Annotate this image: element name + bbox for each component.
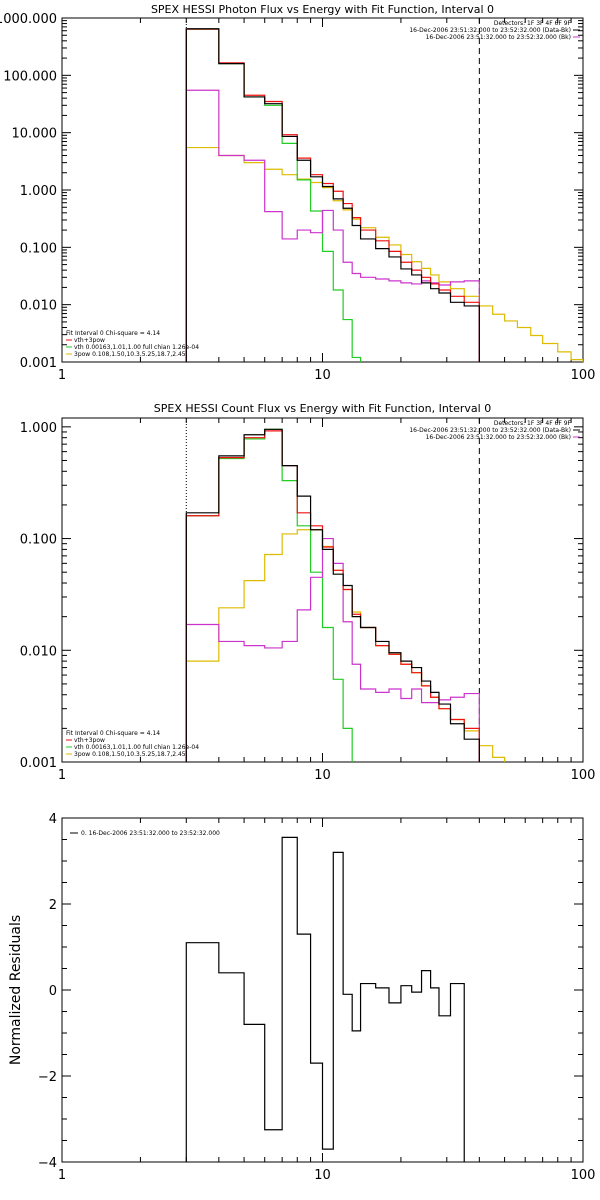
x-tick-label: 1: [58, 368, 66, 383]
series-line-vth: [185, 428, 353, 762]
legend-top-left-text: 0. 16-Dec-2006 23:51:32.000 to 23:52:32.…: [81, 830, 220, 837]
legend-bottom-left-text: Fit Interval 0 Chi-square = 4.14: [66, 330, 160, 337]
legend-bottom-left-text: 3pow 0.108,1.50,10.3,5.25,18.7,2.45: [74, 751, 186, 758]
chart-title: SPEX HESSI Count Flux vs Energy with Fit…: [154, 402, 491, 415]
y-tick-label: −4: [38, 1156, 57, 1171]
y-tick-label: 1.000: [20, 184, 57, 199]
x-tick-label: 10: [314, 1168, 331, 1183]
legend-top-right-text: Detectors: 1F 3F 4F 6F 9F: [494, 20, 572, 27]
series-line-data-minus-background: [185, 428, 480, 762]
legend-top-right-text: 16-Dec-2006 23:51:32.000 to 23:52:32.000…: [409, 27, 571, 34]
series-line-background: [185, 89, 480, 362]
series-line-vth: [185, 28, 362, 362]
y-tick-label: 1000.000: [0, 12, 57, 27]
y-tick-label: 1.000: [20, 421, 57, 436]
x-tick-label: 1: [58, 768, 66, 783]
legend-top-right-text: 16-Dec-2006 23:51:32.000 to 23:52:32.000…: [409, 427, 571, 434]
legend-bottom-left-text: 3pow 0.108,1.50,10.3,5.25,18.7,2.45: [74, 351, 186, 358]
series-line-data-minus-background: [185, 836, 465, 1162]
y-tick-label: 0.100: [20, 241, 57, 256]
y-tick-label: 100.000: [3, 69, 57, 84]
y-tick-label: 2: [49, 898, 57, 913]
legend-top-right-text: 16-Dec-2006 23:51:32.000 to 23:52:32.000…: [426, 34, 571, 41]
y-tick-label: 0.001: [20, 756, 57, 771]
y-tick-label: 0.001: [20, 356, 57, 371]
x-tick-label: 1: [58, 1168, 66, 1183]
legend-bottom-left-text: Fit Interval 0 Chi-square = 4.14: [66, 730, 160, 737]
y-tick-label: −2: [38, 1070, 57, 1085]
series-group: [185, 428, 506, 762]
series-line-fit-total: [185, 28, 480, 362]
series-line-data-minus-background: [185, 28, 480, 362]
count-flux-panel: SPEX HESSI Count Flux vs Energy with Fit…: [20, 402, 596, 783]
legend-bottom-left-text: vth+3pow: [74, 337, 105, 344]
legend-bottom-left-text: vth 0.00163,1.01,1.00 full chian 1.26e-0…: [74, 344, 199, 351]
x-tick-label: 10: [314, 368, 331, 383]
y-tick-label: 4: [49, 812, 57, 827]
series-group: [185, 836, 465, 1162]
y-tick-label: 0.100: [20, 533, 57, 548]
y-tick-label: 0: [49, 984, 57, 999]
y-axis-label: Normalized Residuals: [8, 915, 24, 1065]
x-tick-label: 100: [571, 368, 596, 383]
legend-top-right-text: 16-Dec-2006 23:51:32.000 to 23:52:32.000…: [426, 434, 571, 441]
series-line-fit-total: [185, 430, 480, 762]
residuals-panel: 1 10 100 −4 −2 0 2 4 Normalized Residuals 0. 16-D…: [8, 812, 596, 1183]
legend-bottom-left-text: vth+3pow: [74, 737, 105, 744]
x-tick-label: 10: [314, 768, 331, 783]
x-tick-label: 100: [571, 768, 596, 783]
plot-frame: [61, 17, 584, 363]
series-line-pow: [185, 529, 506, 762]
y-tick-label: 0.010: [20, 299, 57, 314]
chart-title: SPEX HESSI Photon Flux vs Energy with Fi…: [151, 3, 494, 16]
x-tick-label: 100: [571, 1168, 596, 1183]
photon-flux-panel: SPEX HESSI Photon Flux vs Energy with Fi…: [0, 3, 595, 383]
y-tick-label: 0.010: [20, 644, 57, 659]
series-group: [185, 28, 583, 362]
series-line-pow: [185, 146, 583, 362]
y-tick-label: 10.000: [12, 127, 58, 142]
legend-bottom-left-text: vth 0.00163,1.01,1.00 full chian 1.26e-0…: [74, 744, 199, 751]
legend-top-right-text: Detectors: 1F 3F 4F 6F 9F: [494, 420, 572, 427]
